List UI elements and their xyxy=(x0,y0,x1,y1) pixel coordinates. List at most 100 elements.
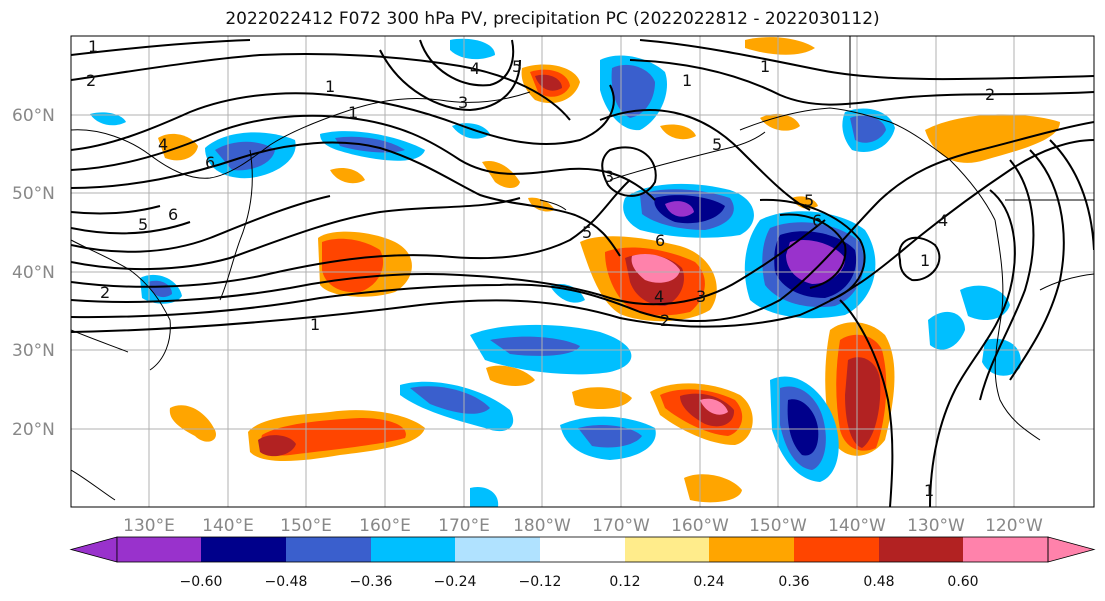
precip-blob xyxy=(322,238,384,293)
precip-blob xyxy=(90,112,126,126)
precip-blob xyxy=(258,435,296,457)
precip-blob xyxy=(572,387,632,410)
contour-label: 3 xyxy=(458,93,468,112)
latitude-labels: 60°N 50°N 40°N 30°N 20°N xyxy=(12,106,55,440)
pv-contour-line xyxy=(71,114,656,201)
contour-label: 2 xyxy=(86,71,96,90)
precip-blob xyxy=(169,405,216,442)
precip-blob xyxy=(960,285,1010,321)
pv-contour-line xyxy=(839,299,894,507)
pv-contour-line xyxy=(71,205,161,215)
contour-label: 4 xyxy=(938,211,948,230)
contour-label: 3 xyxy=(604,167,614,186)
lon-label: 160°E xyxy=(359,516,411,536)
coastline xyxy=(539,199,567,211)
pv-contour-line xyxy=(71,139,1094,333)
pv-contour-line xyxy=(71,53,571,121)
contour-label: 1 xyxy=(760,57,770,76)
precip-blob xyxy=(680,393,735,427)
lat-label: 40°N xyxy=(12,263,55,283)
pv-contour-line xyxy=(71,179,631,288)
contour-label: 1 xyxy=(920,251,930,270)
contour-label: 1 xyxy=(682,71,692,90)
pv-contour-line xyxy=(599,109,811,211)
colorbar-ticks: −0.60 −0.48 −0.36 −0.24 −0.12 0.12 0.24 … xyxy=(180,574,979,590)
precip-blob xyxy=(850,115,886,143)
precip-blob xyxy=(925,114,1060,163)
lon-label: 150°W xyxy=(749,516,807,536)
precip-blob xyxy=(450,38,495,60)
pv-contour-line xyxy=(1049,139,1094,251)
pv-contour-line xyxy=(1009,149,1065,381)
colorbar-tick-label: −0.60 xyxy=(180,574,223,590)
pv-contour-line xyxy=(601,146,657,197)
colorbar-tick-label: −0.12 xyxy=(519,574,562,590)
contour-label: 5 xyxy=(512,57,522,76)
contour-label: 6 xyxy=(168,205,178,224)
precip-blob xyxy=(335,136,405,153)
colorbar-extend-min xyxy=(69,536,118,563)
precip-shading xyxy=(90,37,1060,507)
precip-blob xyxy=(928,311,965,350)
longitude-labels: 130°E 140°E 150°E 160°E 170°E 180°W 170°… xyxy=(123,516,1043,536)
coastline xyxy=(71,91,531,179)
pv-contour-line xyxy=(629,59,1094,106)
pv-contour-line xyxy=(71,221,191,235)
colorbar-tick-label: 0.36 xyxy=(778,574,809,590)
precip-blob xyxy=(482,160,520,188)
pv-contour-line xyxy=(979,159,1035,401)
lon-label: 170°W xyxy=(592,516,650,536)
pv-contour-line xyxy=(71,141,621,257)
contour-label: 4 xyxy=(654,287,664,306)
coastline xyxy=(71,469,116,501)
contour-label: 6 xyxy=(812,211,822,230)
precip-blob xyxy=(452,123,490,139)
coastline xyxy=(609,131,766,181)
border-line xyxy=(1039,273,1094,291)
colorbar-swatches xyxy=(69,536,1096,563)
contour-label: 1 xyxy=(325,77,335,96)
lat-label: 60°N xyxy=(12,106,55,126)
precip-blob xyxy=(490,336,580,356)
lon-label: 180°W xyxy=(513,516,571,536)
contour-label: 5 xyxy=(582,223,592,242)
pv-contour-line xyxy=(71,39,251,56)
contour-label: 5 xyxy=(712,135,722,154)
colorbar-tick-label: −0.24 xyxy=(434,574,477,590)
pv-contours xyxy=(71,39,1094,507)
precip-blob xyxy=(470,486,499,507)
precip-blob xyxy=(261,418,406,456)
contour-label: 5 xyxy=(804,191,814,210)
coastline xyxy=(71,239,171,371)
lon-label: 160°W xyxy=(671,516,729,536)
colorbar-swatch xyxy=(286,537,371,562)
pv-contour-line xyxy=(71,197,521,271)
precip-blob xyxy=(700,398,728,415)
pv-contour-line xyxy=(759,198,866,301)
lat-label: 50°N xyxy=(12,184,55,204)
precip-blob xyxy=(845,357,881,448)
precip-blob xyxy=(611,64,655,118)
pv-contour-line xyxy=(419,39,515,87)
pv-contour-line xyxy=(71,219,826,306)
map-area: 1 2 1 1 3 4 5 6 5 6 1 2 3 4 5 1 2 3 4 6 … xyxy=(71,36,1094,507)
lon-label: 150°E xyxy=(280,516,332,536)
colorbar-swatch xyxy=(963,537,1048,562)
lon-label: 170°E xyxy=(438,516,490,536)
coastline xyxy=(71,329,129,353)
coastline xyxy=(739,107,996,221)
contour-label: 1 xyxy=(310,315,320,334)
colorbar-tick-label: 0.12 xyxy=(609,574,640,590)
pv-contour-line xyxy=(379,49,521,112)
colorbar-tick-label: 0.24 xyxy=(693,574,724,590)
map-gridlines xyxy=(71,36,1094,507)
colorbar: −0.60 −0.48 −0.36 −0.24 −0.12 0.12 0.24 … xyxy=(69,536,1096,590)
precip-blob xyxy=(486,365,535,386)
colorbar-swatch xyxy=(709,537,794,562)
precip-blob xyxy=(631,253,680,283)
contour-label: 5 xyxy=(138,215,148,234)
colorbar-swatch xyxy=(117,537,201,562)
precip-blob xyxy=(745,37,815,55)
colorbar-swatch xyxy=(201,537,286,562)
colorbar-tick-label: −0.36 xyxy=(350,574,393,590)
